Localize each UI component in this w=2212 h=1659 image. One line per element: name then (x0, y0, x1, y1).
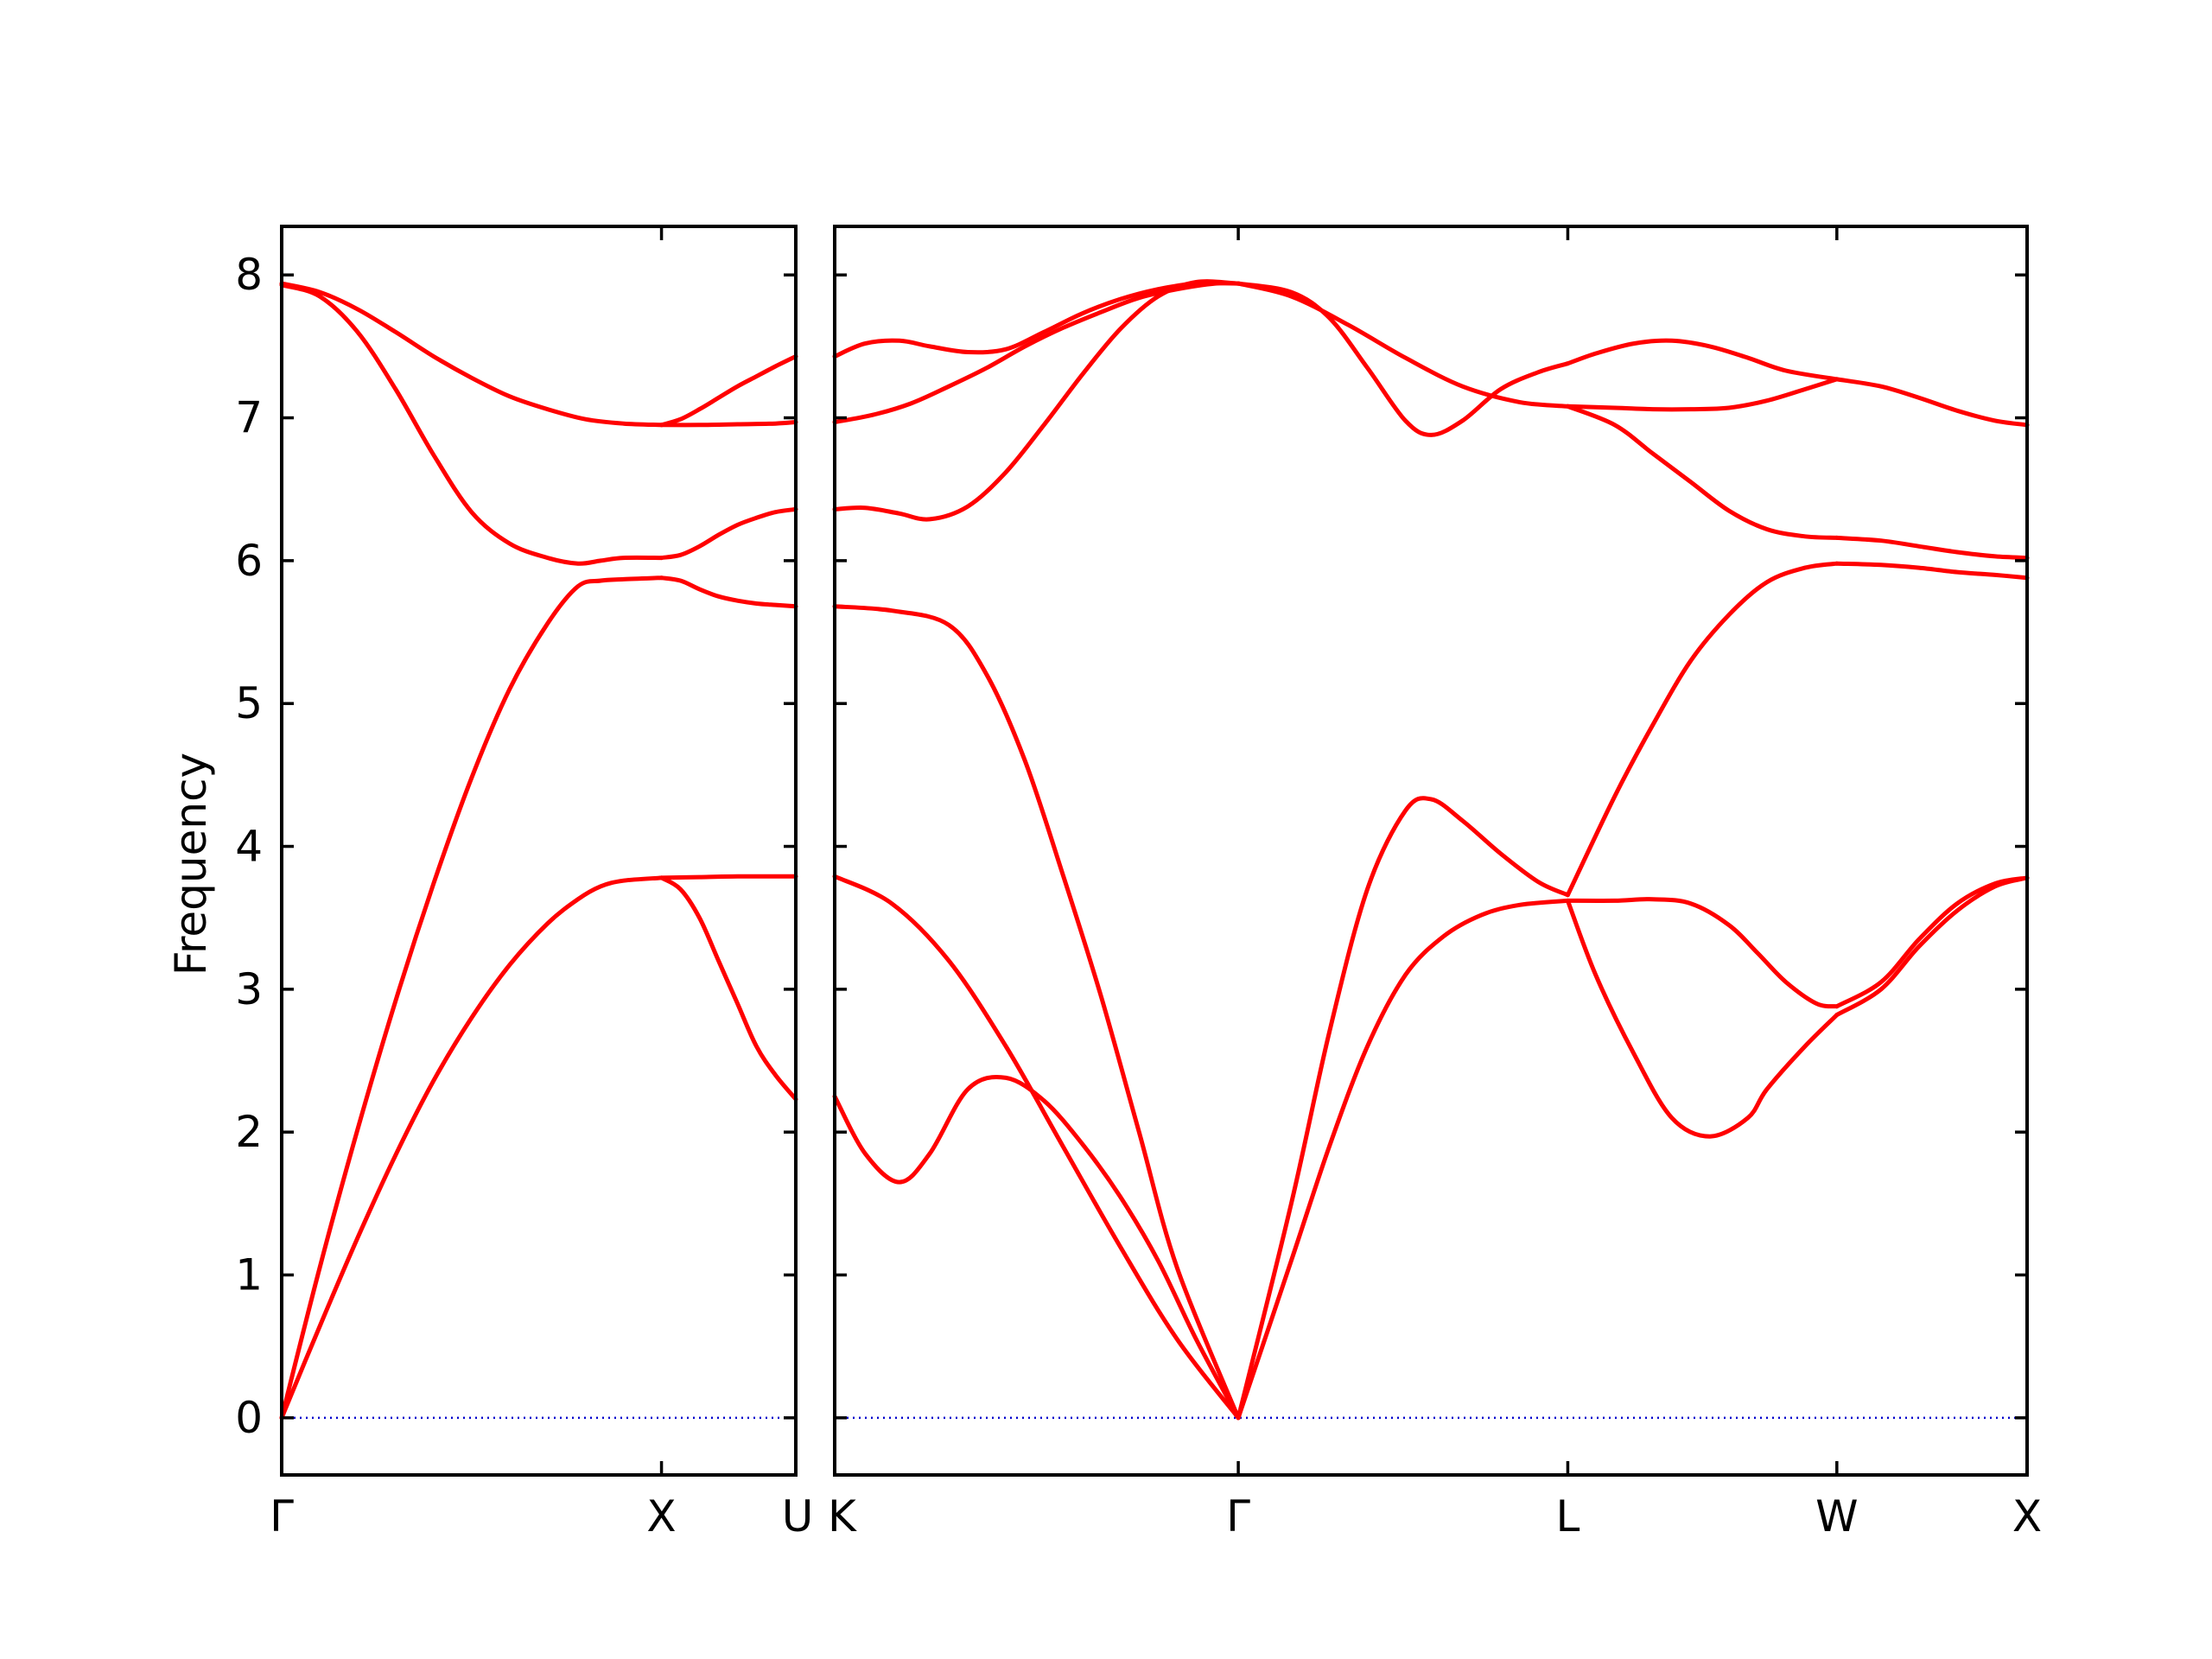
band-line-1-20 (1834, 377, 2030, 428)
band-line-1-18 (1834, 561, 2030, 581)
band-line-1-17 (1834, 875, 2030, 1009)
band-line-0-8 (659, 420, 798, 428)
band-line-0-0 (279, 875, 664, 1421)
band-line-1-5 (832, 281, 1241, 359)
band-line-1-9 (1236, 281, 1570, 409)
band-line-1-15 (1565, 338, 1840, 382)
y-tick-label: 2 (235, 1107, 263, 1157)
band-line-1-0 (832, 1074, 1241, 1421)
y-tick-label: 4 (235, 822, 263, 872)
band-line-0-3 (279, 281, 664, 428)
band-line-1-16 (1834, 875, 2030, 1018)
x-tick-label: U (782, 1491, 814, 1541)
x-tick-label: X (646, 1491, 676, 1541)
band-line-1-13 (1565, 404, 1840, 540)
band-line-1-11 (1565, 898, 1840, 1139)
x-tick-label: X (2012, 1491, 2042, 1541)
y-tick-label: 7 (235, 393, 263, 443)
band-line-1-3 (832, 279, 1241, 522)
y-axis-label: Frequency (166, 753, 216, 976)
band-line-0-9 (659, 354, 798, 428)
band-line-1-7 (1236, 796, 1570, 1421)
y-tick-label: 1 (235, 1250, 263, 1300)
axes-frame (833, 225, 2029, 1477)
band-line-0-6 (659, 575, 798, 609)
y-tick-label: 3 (235, 964, 263, 1014)
panel-left: 0 1 2 3 4 5 6 7 8 Γ X U (235, 225, 814, 1541)
band-line-0-4 (659, 875, 798, 1102)
band-line-1-19 (1834, 535, 2030, 561)
y-tick-label: 0 (235, 1393, 263, 1443)
band-line-0-5 (659, 874, 798, 880)
band-line-1-14 (1565, 377, 1840, 412)
y-tick-label: 6 (235, 536, 263, 586)
x-tick-label: K (828, 1491, 857, 1541)
y-tick-label: 8 (235, 250, 263, 300)
band-line-1-4 (832, 281, 1241, 424)
band-line-1-6 (1236, 898, 1570, 1421)
x-tick-label: Γ (270, 1491, 294, 1541)
band-line-0-2 (279, 283, 664, 566)
band-line-1-2 (832, 604, 1241, 1421)
x-tick-label: Γ (1226, 1491, 1250, 1541)
x-tick-label: W (1815, 1491, 1858, 1541)
band-line-1-12 (1565, 561, 1840, 898)
axes-frame (280, 225, 798, 1477)
band-line-0-1 (279, 575, 664, 1421)
y-tick-label: 5 (235, 678, 263, 728)
x-tick-label: L (1556, 1491, 1580, 1541)
band-line-1-1 (832, 874, 1241, 1421)
band-line-1-8 (1236, 281, 1570, 437)
band-line-0-7 (659, 506, 798, 561)
band-line-1-10 (1565, 897, 1840, 1009)
